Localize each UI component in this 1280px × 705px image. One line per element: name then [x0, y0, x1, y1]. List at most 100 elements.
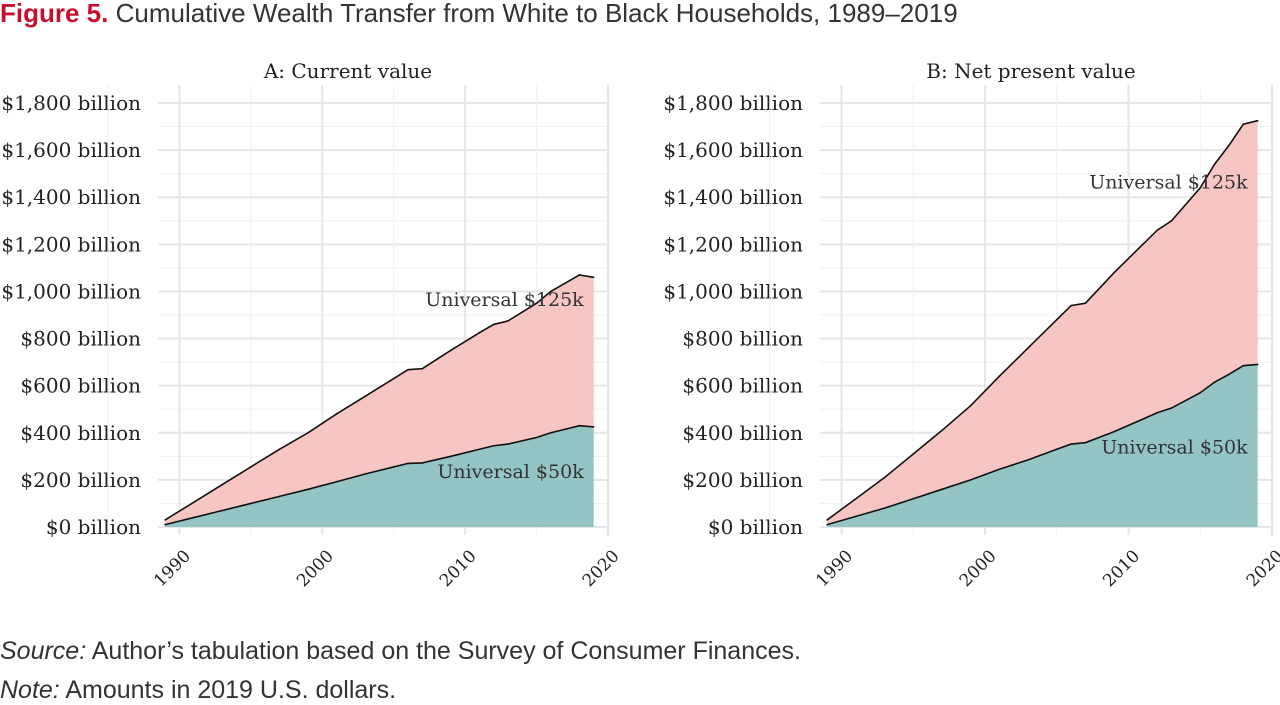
area-universal-125k-a	[165, 274, 594, 525]
note-text: Amounts in 2019 U.S. dollars.	[65, 676, 397, 704]
y-tick-label-b: $1,000 billion	[663, 279, 803, 303]
point-universal-50k-a	[478, 448, 481, 451]
line-universal-125k-a	[164, 274, 594, 521]
point-universal-125k-b	[1242, 123, 1245, 125]
point-universal-125k-a	[507, 320, 509, 322]
point-universal-125k-b	[826, 519, 828, 521]
point-universal-50k-a	[364, 473, 366, 475]
point-universal-125k-b	[1070, 304, 1072, 307]
point-universal-50k-b	[1070, 443, 1072, 445]
panel-title-a: A: Current value	[263, 59, 432, 83]
point-universal-125k-a	[550, 290, 552, 293]
y-tick-label-b: $1,200 billion	[663, 232, 803, 256]
line-universal-125k-b	[826, 119, 1258, 521]
source-label: Source:	[0, 637, 87, 665]
point-universal-50k-b	[1156, 411, 1159, 414]
point-universal-125k-b	[969, 404, 972, 407]
y-tick-label-b: $400 billion	[682, 421, 803, 445]
point-universal-50k-a	[164, 523, 166, 526]
y-tick-label-a: $0 billion	[46, 515, 141, 539]
y-tick-label-b: $200 billion	[682, 468, 803, 492]
point-universal-50k-a	[450, 455, 452, 458]
y-tick-label-a: $200 billion	[20, 468, 141, 492]
point-universal-125k-a	[578, 274, 581, 276]
figure-title-text: Cumulative Wealth Transfer from White to…	[115, 0, 958, 28]
panel-title-b: B: Net present value	[926, 59, 1135, 83]
point-universal-50k-b	[1242, 364, 1245, 367]
panel-a: A: Current value $0 billion $200 billion $4…	[1, 59, 623, 591]
point-universal-125k-b	[1113, 271, 1115, 274]
point-universal-125k-a	[407, 368, 409, 371]
point-universal-50k-b	[883, 507, 886, 509]
point-universal-125k-b	[883, 476, 886, 479]
point-universal-50k-a	[592, 426, 595, 428]
point-universal-125k-b	[1156, 229, 1159, 231]
series-label-universal-50k-b: Universal $50k	[1101, 437, 1248, 459]
point-universal-50k-a	[564, 428, 566, 431]
point-universal-50k-a	[407, 462, 409, 465]
point-universal-50k-b	[855, 515, 857, 518]
point-universal-50k-a	[192, 516, 195, 519]
line-universal-50k-a	[164, 424, 594, 526]
point-universal-50k-b	[1228, 373, 1230, 376]
point-universal-125k-a	[192, 501, 195, 504]
y-tick-label-b: $1,600 billion	[663, 138, 803, 162]
point-universal-125k-b	[855, 497, 857, 500]
point-universal-50k-a	[307, 488, 309, 491]
point-universal-50k-a	[392, 466, 395, 468]
point-universal-125k-b	[998, 375, 1001, 378]
point-universal-50k-b	[1055, 448, 1058, 451]
point-universal-125k-a	[450, 349, 452, 352]
point-universal-50k-a	[250, 502, 252, 505]
point-universal-125k-a	[278, 448, 281, 451]
y-tick-label-a: $1,400 billion	[1, 185, 141, 209]
x-tick-label-b: 2010	[1099, 546, 1144, 591]
point-universal-50k-a	[507, 443, 509, 445]
figure-number: Figure 5.	[0, 0, 109, 28]
point-universal-50k-b	[1084, 441, 1087, 444]
point-universal-50k-b	[1213, 381, 1216, 383]
x-tick-label-a: 1990	[150, 546, 195, 591]
point-universal-125k-b	[1228, 144, 1230, 147]
point-universal-50k-b	[1199, 391, 1202, 394]
figure-title: Figure 5. Cumulative Wealth Transfer fro…	[0, 0, 958, 29]
y-tick-label-a: $600 billion	[20, 374, 141, 398]
y-tick-label-b: $800 billion	[682, 327, 803, 351]
point-universal-50k-a	[492, 444, 495, 447]
point-universal-125k-a	[492, 323, 495, 326]
y-tick-label-a: $400 billion	[20, 421, 141, 445]
x-tick-label-b: 2000	[956, 546, 1001, 591]
point-universal-50k-a	[421, 462, 424, 464]
point-universal-125k-b	[1142, 243, 1144, 246]
point-universal-125k-b	[1199, 187, 1202, 189]
area-universal-125k-b	[827, 120, 1258, 525]
y-tick-label-a: $1,800 billion	[1, 91, 141, 115]
point-universal-50k-b	[1027, 459, 1029, 461]
point-universal-50k-b	[1113, 430, 1115, 433]
x-tick-label-a: 2020	[579, 546, 624, 591]
y-tick-label-b: $1,800 billion	[663, 91, 803, 115]
y-tick-label-a: $1,600 billion	[1, 138, 141, 162]
point-universal-125k-b	[912, 453, 915, 455]
note-line: Note: Amounts in 2019 U.S. dollars.	[0, 676, 396, 705]
point-universal-125k-a	[221, 483, 224, 486]
point-universal-125k-a	[478, 331, 481, 334]
point-universal-125k-a	[364, 395, 366, 398]
point-universal-125k-a	[564, 282, 566, 285]
point-universal-50k-b	[912, 497, 915, 500]
note-label: Note:	[0, 676, 60, 704]
series-label-universal-50k-a: Universal $50k	[437, 461, 584, 483]
point-universal-50k-a	[278, 495, 281, 498]
y-tick-label-a: $1,000 billion	[1, 279, 141, 303]
point-universal-125k-a	[307, 431, 309, 434]
point-universal-50k-b	[1170, 407, 1173, 409]
point-universal-50k-a	[335, 480, 338, 483]
point-universal-50k-a	[550, 431, 552, 434]
point-universal-125k-a	[421, 367, 424, 370]
x-tick-label-b: 2020	[1243, 546, 1280, 591]
series-label-universal-125k-a: Universal $125k	[425, 289, 584, 311]
point-universal-125k-a	[250, 466, 252, 468]
area-universal-50k-b	[827, 364, 1258, 527]
x-tick-label-a: 2000	[293, 546, 338, 591]
y-tick-label-b: $0 billion	[708, 515, 803, 539]
